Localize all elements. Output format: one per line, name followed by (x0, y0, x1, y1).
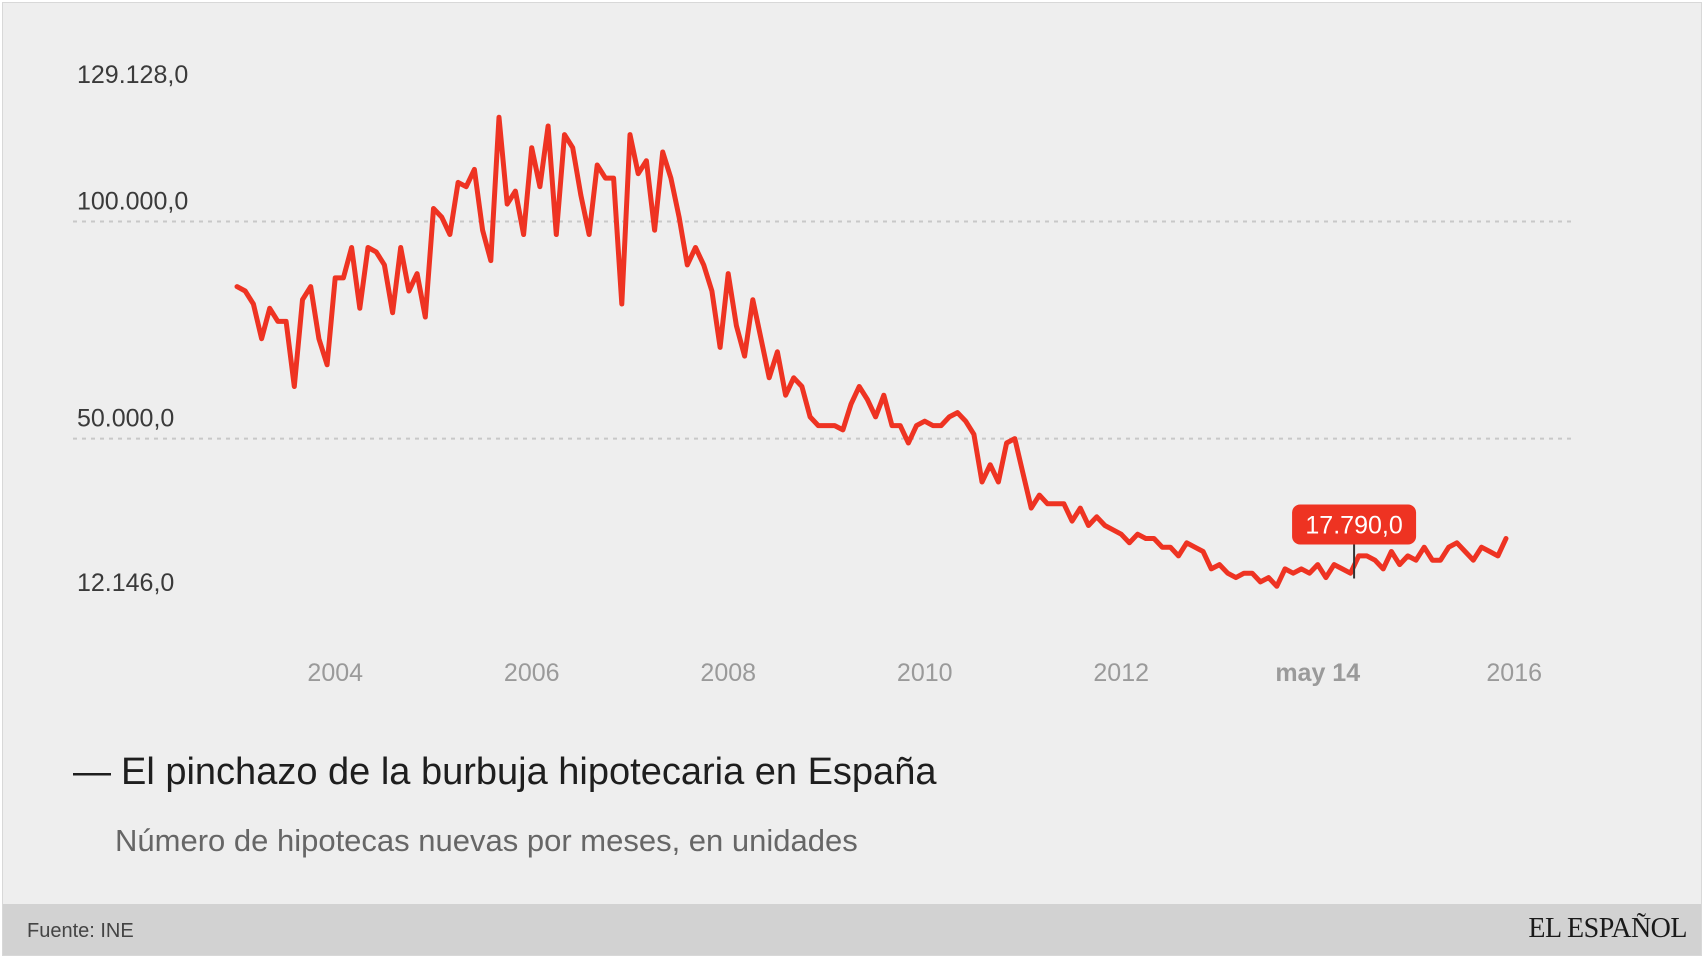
x-tick-label: 2006 (504, 659, 560, 687)
y-tick-label: 50.000,0 (77, 405, 174, 433)
series-line[interactable] (234, 114, 1509, 589)
hover-tooltip: 17.790,0 (1292, 504, 1417, 579)
title-text: El pinchazo de la burbuja hipotecaria en… (121, 751, 937, 793)
brand-logo: EL ESPAÑOL (1528, 913, 1687, 944)
title-dash: — (73, 751, 111, 793)
chart-subtitle: Número de hipotecas nuevas por meses, en… (115, 823, 858, 858)
source-note: Fuente: INE (27, 920, 134, 942)
y-tick-label: 100.000,0 (77, 187, 188, 215)
series (234, 114, 1509, 589)
x-tick-label: 2012 (1093, 659, 1149, 687)
gridlines (73, 220, 1573, 440)
x-tick-label: 2010 (897, 659, 953, 687)
x-tick-label-highlight: may 14 (1275, 659, 1360, 687)
chart-title: — El pinchazo de la burbuja hipotecaria e… (73, 751, 936, 794)
y-axis-labels: 129.128,0 100.000,0 50.000,0 12.146,0 (77, 61, 188, 597)
x-tick-label: 2004 (307, 659, 363, 687)
x-axis-labels: 2004 2006 2008 2010 2012 may 14 2016 (307, 659, 1542, 687)
x-tick-label: 2016 (1486, 659, 1542, 687)
tooltip-value: 17.790,0 (1305, 511, 1402, 539)
y-tick-label: 129.128,0 (77, 61, 188, 89)
y-tick-label: 12.146,0 (77, 569, 174, 597)
x-tick-label: 2008 (700, 659, 756, 687)
tooltip-box (1292, 504, 1417, 545)
footer-bar: Fuente: INE EL ESPAÑOL (3, 904, 1701, 955)
